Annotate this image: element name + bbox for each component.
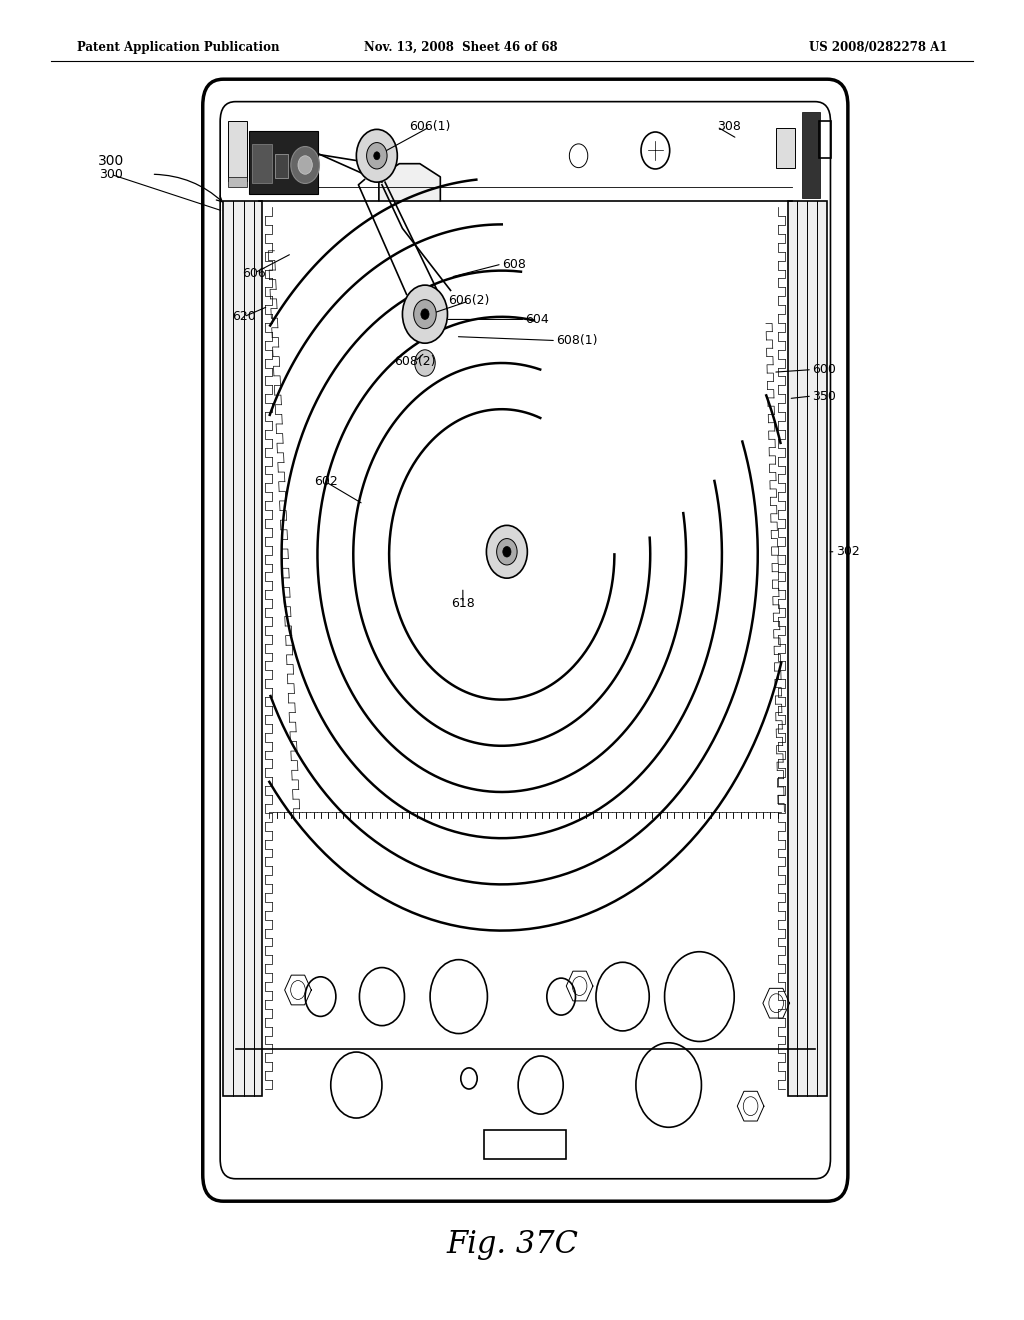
Text: 350: 350 <box>812 389 836 403</box>
Text: 608: 608 <box>502 257 525 271</box>
Text: 620: 620 <box>231 310 256 323</box>
Bar <box>249 131 318 194</box>
Bar <box>802 112 820 198</box>
Text: US 2008/0282278 A1: US 2008/0282278 A1 <box>809 41 947 54</box>
Text: 600: 600 <box>812 363 836 376</box>
Bar <box>228 121 247 181</box>
Bar <box>484 1130 566 1159</box>
Bar <box>819 121 831 158</box>
Circle shape <box>291 147 319 183</box>
Text: 300: 300 <box>98 168 123 181</box>
Text: 606(1): 606(1) <box>410 120 451 133</box>
Text: 618: 618 <box>451 597 475 610</box>
Text: 606: 606 <box>242 267 266 280</box>
Circle shape <box>497 539 517 565</box>
Bar <box>275 154 288 178</box>
Text: 608(1): 608(1) <box>556 334 598 347</box>
Text: 300: 300 <box>97 154 124 168</box>
Text: 308: 308 <box>717 120 740 133</box>
Text: Nov. 13, 2008  Sheet 46 of 68: Nov. 13, 2008 Sheet 46 of 68 <box>364 41 558 54</box>
Circle shape <box>421 309 429 319</box>
Circle shape <box>486 525 527 578</box>
Text: Fig. 37C: Fig. 37C <box>446 1229 578 1261</box>
Bar <box>223 201 262 1096</box>
Text: 302: 302 <box>836 545 859 558</box>
Text: Patent Application Publication: Patent Application Publication <box>77 41 280 54</box>
Polygon shape <box>379 164 440 201</box>
Circle shape <box>356 129 397 182</box>
Text: 604: 604 <box>525 313 549 326</box>
Circle shape <box>402 285 447 343</box>
Text: 608(2): 608(2) <box>394 355 435 368</box>
Circle shape <box>374 152 380 160</box>
Bar <box>252 144 272 183</box>
Circle shape <box>414 300 436 329</box>
Bar <box>776 128 795 168</box>
Circle shape <box>503 546 511 557</box>
Circle shape <box>415 350 435 376</box>
Text: 606(2): 606(2) <box>449 294 489 308</box>
Bar <box>788 201 827 1096</box>
Circle shape <box>298 156 312 174</box>
Circle shape <box>367 143 387 169</box>
Bar <box>228 177 247 187</box>
Text: 602: 602 <box>313 475 338 488</box>
